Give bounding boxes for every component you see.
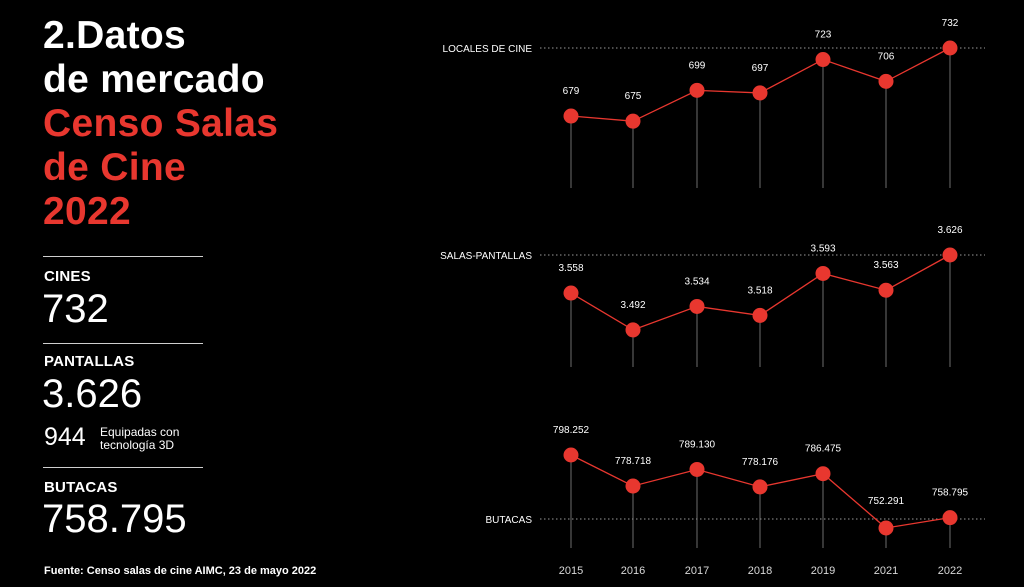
divider: [43, 256, 203, 257]
x-tick-label: 2022: [938, 565, 962, 577]
data-label: 706: [878, 51, 895, 62]
pantallas-value: 3.626: [42, 372, 143, 416]
data-point: [625, 113, 641, 129]
data-label: 758.795: [932, 488, 969, 499]
data-point: [878, 73, 894, 89]
x-tick-label: 2015: [559, 565, 583, 577]
title-line-2: de mercado: [43, 58, 265, 101]
title-line-3: Censo Salas: [43, 102, 279, 145]
title-line-5: 2022: [43, 190, 131, 233]
x-tick-label: 2021: [874, 565, 898, 577]
data-point: [689, 298, 705, 314]
x-tick-label: 2018: [748, 565, 772, 577]
data-label: 3.626: [937, 225, 962, 236]
x-tick-label: 2016: [621, 565, 645, 577]
data-label: 723: [815, 30, 832, 41]
data-label: 752.291: [868, 496, 905, 507]
data-point: [563, 285, 579, 301]
x-tick-label: 2017: [685, 565, 709, 577]
chart-title: BUTACAS: [486, 515, 533, 526]
data-label: 679: [563, 86, 580, 97]
data-point: [942, 247, 958, 263]
x-tick-label: 2019: [811, 565, 835, 577]
pantallas-label: PANTALLAS: [44, 353, 135, 370]
divider: [43, 467, 203, 468]
data-label: 3.558: [558, 263, 583, 274]
3d-screens-value: 944: [44, 423, 86, 451]
cines-value: 732: [42, 287, 109, 331]
data-label: 798.252: [553, 425, 590, 436]
data-label: 3.534: [684, 276, 709, 287]
data-point: [815, 265, 831, 281]
data-label: 675: [625, 91, 642, 102]
data-point: [563, 447, 579, 463]
cines-label: CINES: [44, 268, 91, 285]
data-label: 3.563: [873, 260, 898, 271]
data-label: 3.593: [810, 243, 835, 254]
data-point: [689, 82, 705, 98]
data-point: [878, 520, 894, 536]
data-label: 786.475: [805, 444, 842, 455]
data-label: 699: [689, 60, 706, 71]
data-point: [752, 479, 768, 495]
data-label: 778.718: [615, 456, 652, 467]
data-point: [815, 52, 831, 68]
data-point: [625, 322, 641, 338]
butacas-value: 758.795: [42, 497, 187, 541]
data-point: [942, 510, 958, 526]
data-point: [878, 282, 894, 298]
data-point: [942, 40, 958, 56]
data-label: 3.518: [747, 285, 772, 296]
butacas-label: BUTACAS: [44, 479, 118, 496]
title-line-4: de Cine: [43, 146, 186, 189]
data-point: [563, 108, 579, 124]
data-point: [625, 478, 641, 494]
data-label: 789.130: [679, 439, 716, 450]
data-label: 778.176: [742, 457, 779, 468]
3d-screens-text: Equipadas con tecnología 3D: [100, 425, 180, 452]
page-title: 2.Datos de mercado Censo Salas de Cine 2…: [43, 14, 278, 234]
source-note: Fuente: Censo salas de cine AIMC, 23 de …: [44, 565, 317, 577]
data-point: [689, 461, 705, 477]
data-point: [815, 466, 831, 482]
data-label: 697: [752, 63, 769, 74]
chart-title: LOCALES DE CINE: [443, 44, 533, 55]
data-label: 3.492: [620, 300, 645, 311]
data-label: 732: [942, 18, 959, 29]
title-line-1: 2.Datos: [43, 14, 186, 57]
divider: [43, 343, 203, 344]
data-point: [752, 307, 768, 323]
chart-title: SALAS-PANTALLAS: [440, 251, 532, 262]
data-point: [752, 85, 768, 101]
